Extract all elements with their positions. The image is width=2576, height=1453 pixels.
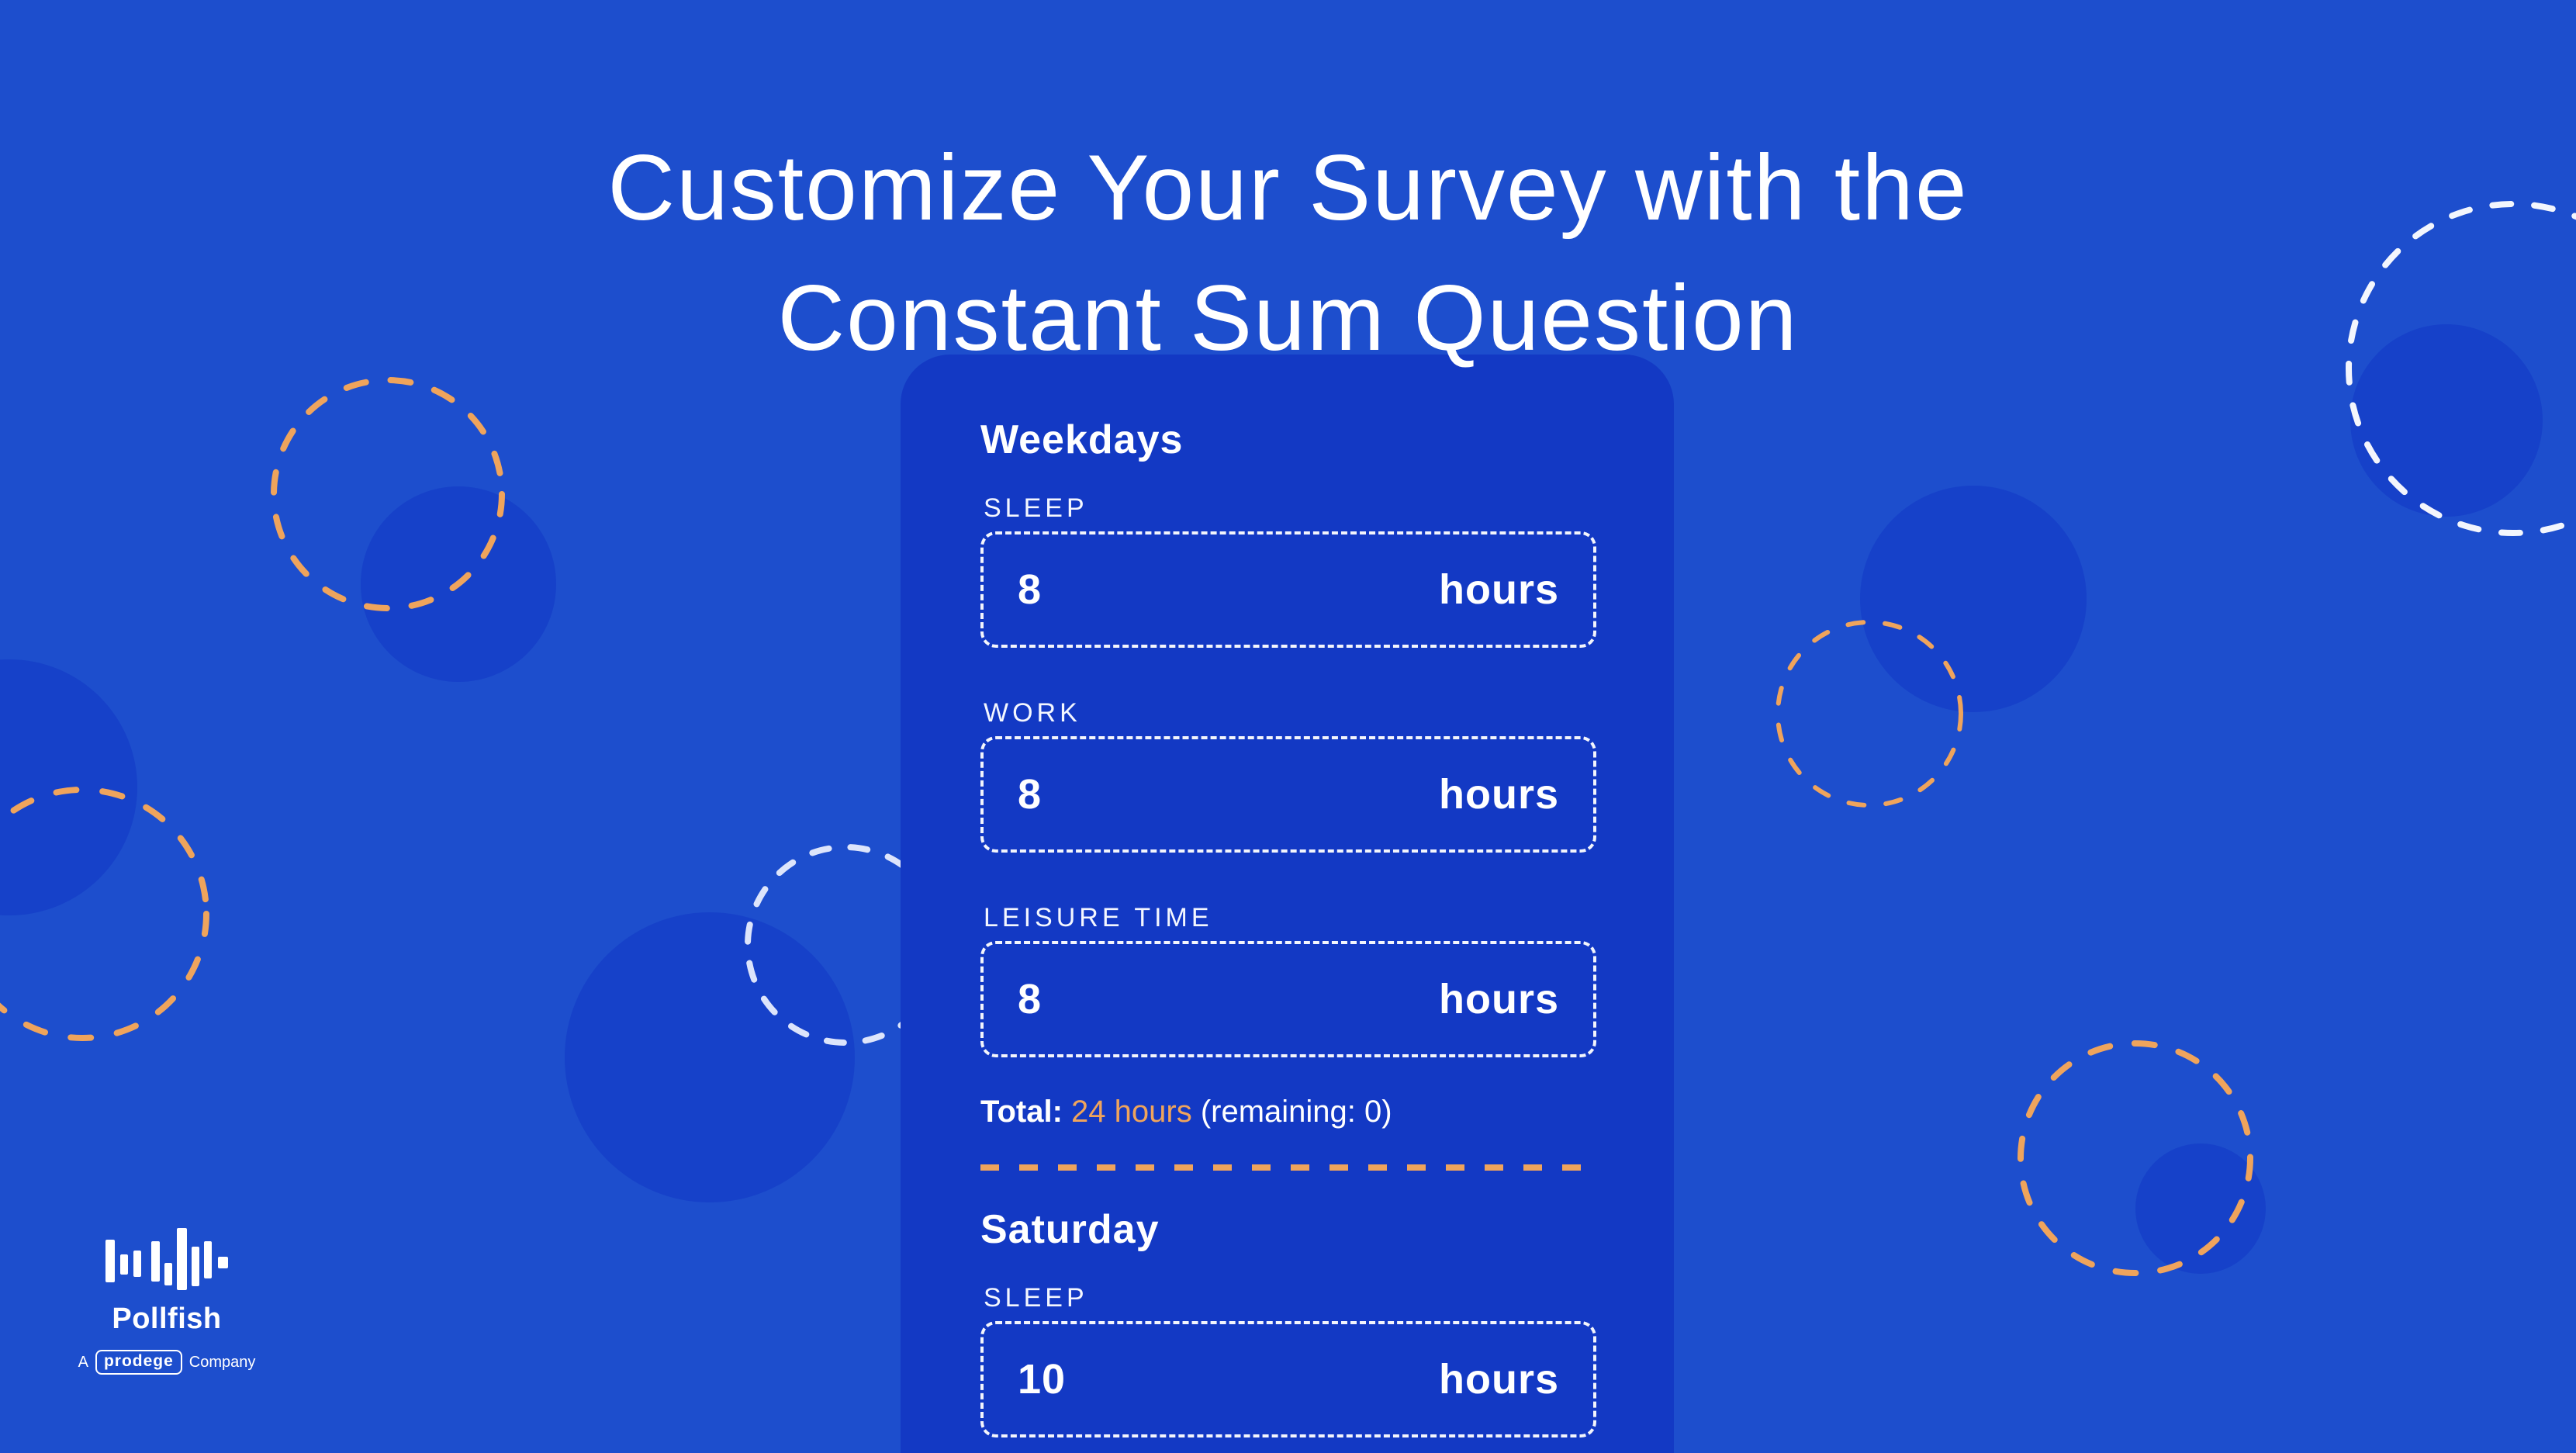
- input-value[interactable]: 8: [1018, 976, 1043, 1022]
- page-title-line1: Customize Your Survey with the: [607, 136, 1969, 240]
- hours-input-saturday-sleep[interactable]: 10 hours: [980, 1321, 1596, 1437]
- page-title: Customize Your Survey with the Constant …: [0, 123, 2576, 383]
- input-unit: hours: [1438, 771, 1559, 818]
- total-value: 24 hours: [1071, 1095, 1192, 1129]
- tagline-suffix: Company: [188, 1353, 256, 1371]
- field-label-sleep: SLEEP: [984, 493, 1088, 523]
- field-label-leisure-time: LEISURE TIME: [984, 903, 1213, 932]
- section-heading-weekdays: Weekdays: [980, 417, 1184, 462]
- survey-card: Weekdays SLEEP 8 hours WORK 8 hours LEIS…: [901, 355, 1674, 1453]
- input-unit: hours: [1438, 1356, 1559, 1403]
- total-row: Total: 24 hours (remaining: 0): [980, 1093, 1596, 1130]
- input-value[interactable]: 10: [1018, 1356, 1067, 1403]
- input-value[interactable]: 8: [1018, 566, 1043, 613]
- field-label-sleep-saturday: SLEEP: [984, 1283, 1088, 1313]
- dashed-circle-orange-far-left: [0, 787, 209, 1041]
- brand-name: Pollfish: [112, 1303, 222, 1335]
- pollfish-bars-icon: [105, 1228, 228, 1290]
- pollfish-logo: Pollfish A prodege Company: [78, 1228, 256, 1375]
- input-unit: hours: [1438, 976, 1559, 1022]
- section-heading-saturday: Saturday: [980, 1207, 1160, 1252]
- total-remaining: (remaining: 0): [1200, 1095, 1392, 1129]
- hours-input-weekdays-sleep[interactable]: 8 hours: [980, 531, 1596, 648]
- total-label: Total:: [980, 1095, 1063, 1129]
- input-unit: hours: [1438, 566, 1559, 613]
- section-divider: [980, 1164, 1596, 1171]
- page-title-line2: Constant Sum Question: [777, 266, 1799, 371]
- hours-input-weekdays-leisure[interactable]: 8 hours: [980, 941, 1596, 1057]
- input-value[interactable]: 8: [1018, 771, 1043, 818]
- brand-tagline: A prodege Company: [78, 1350, 256, 1375]
- dashed-circle-orange-left-top: [271, 377, 505, 611]
- hours-input-weekdays-work[interactable]: 8 hours: [980, 736, 1596, 853]
- solid-circle-right: [1860, 486, 2087, 712]
- dashed-circle-orange-bottom-right: [2018, 1040, 2253, 1276]
- solid-circle-top-right: [2350, 324, 2543, 517]
- dashed-circle-white-top-right: [2346, 201, 2576, 536]
- dashed-circle-orange-right: [1776, 620, 1963, 808]
- prodege-badge: prodege: [95, 1350, 182, 1375]
- solid-circle-bottom-right: [2135, 1143, 2266, 1274]
- solid-circle-middle: [565, 912, 855, 1202]
- tagline-prefix: A: [78, 1353, 88, 1371]
- field-label-work: WORK: [984, 698, 1081, 728]
